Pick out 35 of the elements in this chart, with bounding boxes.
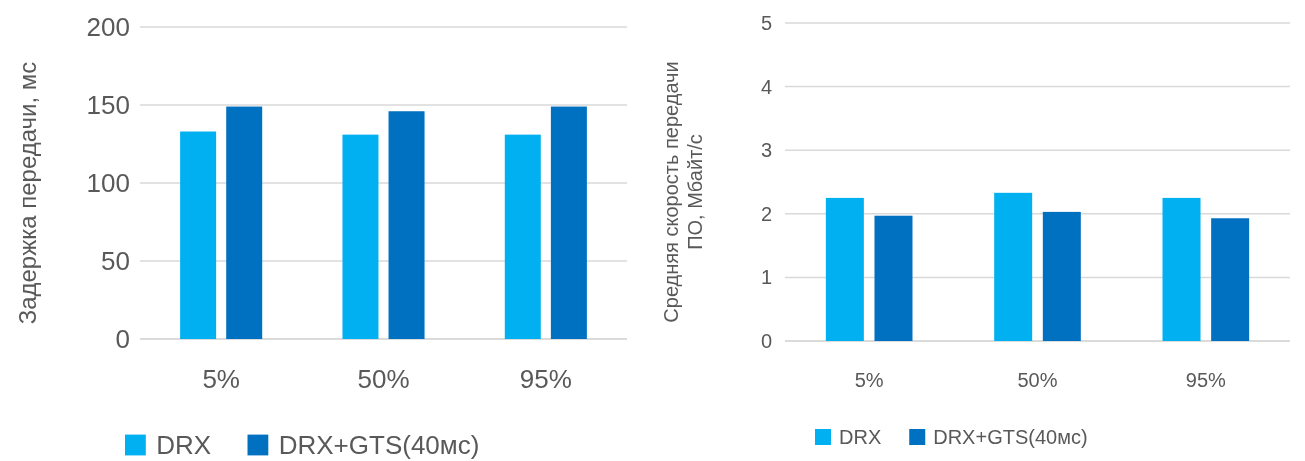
bar bbox=[226, 106, 263, 339]
bar bbox=[1211, 218, 1250, 341]
bar bbox=[1162, 197, 1201, 341]
bar bbox=[874, 215, 913, 341]
legend-label: DRX bbox=[156, 430, 212, 461]
x-tick-label: 95% bbox=[1185, 369, 1227, 392]
y-tick-label: 100 bbox=[86, 167, 130, 198]
bar bbox=[1042, 211, 1081, 341]
bar bbox=[342, 134, 379, 339]
y-tick-label: 50 bbox=[101, 245, 130, 276]
y-tick-label: 0 bbox=[115, 323, 130, 354]
y-tick-label: 0 bbox=[760, 329, 772, 352]
bar bbox=[550, 106, 587, 339]
bar bbox=[825, 197, 864, 341]
y-tick-label: 200 bbox=[86, 11, 130, 42]
y-tick-label: 150 bbox=[86, 89, 130, 120]
bar bbox=[388, 111, 425, 339]
legend-label: DRX+GTS(40мс) bbox=[278, 430, 480, 461]
y-tick-label: 2 bbox=[760, 202, 772, 225]
x-tick-label: 95% bbox=[519, 364, 572, 395]
legend-label: DRX+GTS(40мс) bbox=[933, 426, 1088, 449]
y-tick-label: 3 bbox=[760, 139, 772, 162]
y-tick-label: 1 bbox=[760, 266, 772, 289]
x-tick-label: 5% bbox=[854, 369, 884, 392]
bar bbox=[504, 134, 541, 339]
y-tick-label: 4 bbox=[760, 75, 772, 98]
y-axis-title: Средняя скорость передачи ПО, Мбайт/с bbox=[660, 61, 706, 323]
y-axis-title: Задержка передачи, мс bbox=[14, 61, 42, 325]
x-tick-label: 50% bbox=[1017, 369, 1058, 392]
x-tick-label: 50% bbox=[357, 364, 410, 395]
bar bbox=[994, 192, 1033, 341]
bar bbox=[180, 131, 217, 339]
y-tick-label: 5 bbox=[760, 11, 772, 34]
legend-label: DRX bbox=[839, 426, 882, 449]
x-tick-label: 5% bbox=[202, 364, 240, 395]
